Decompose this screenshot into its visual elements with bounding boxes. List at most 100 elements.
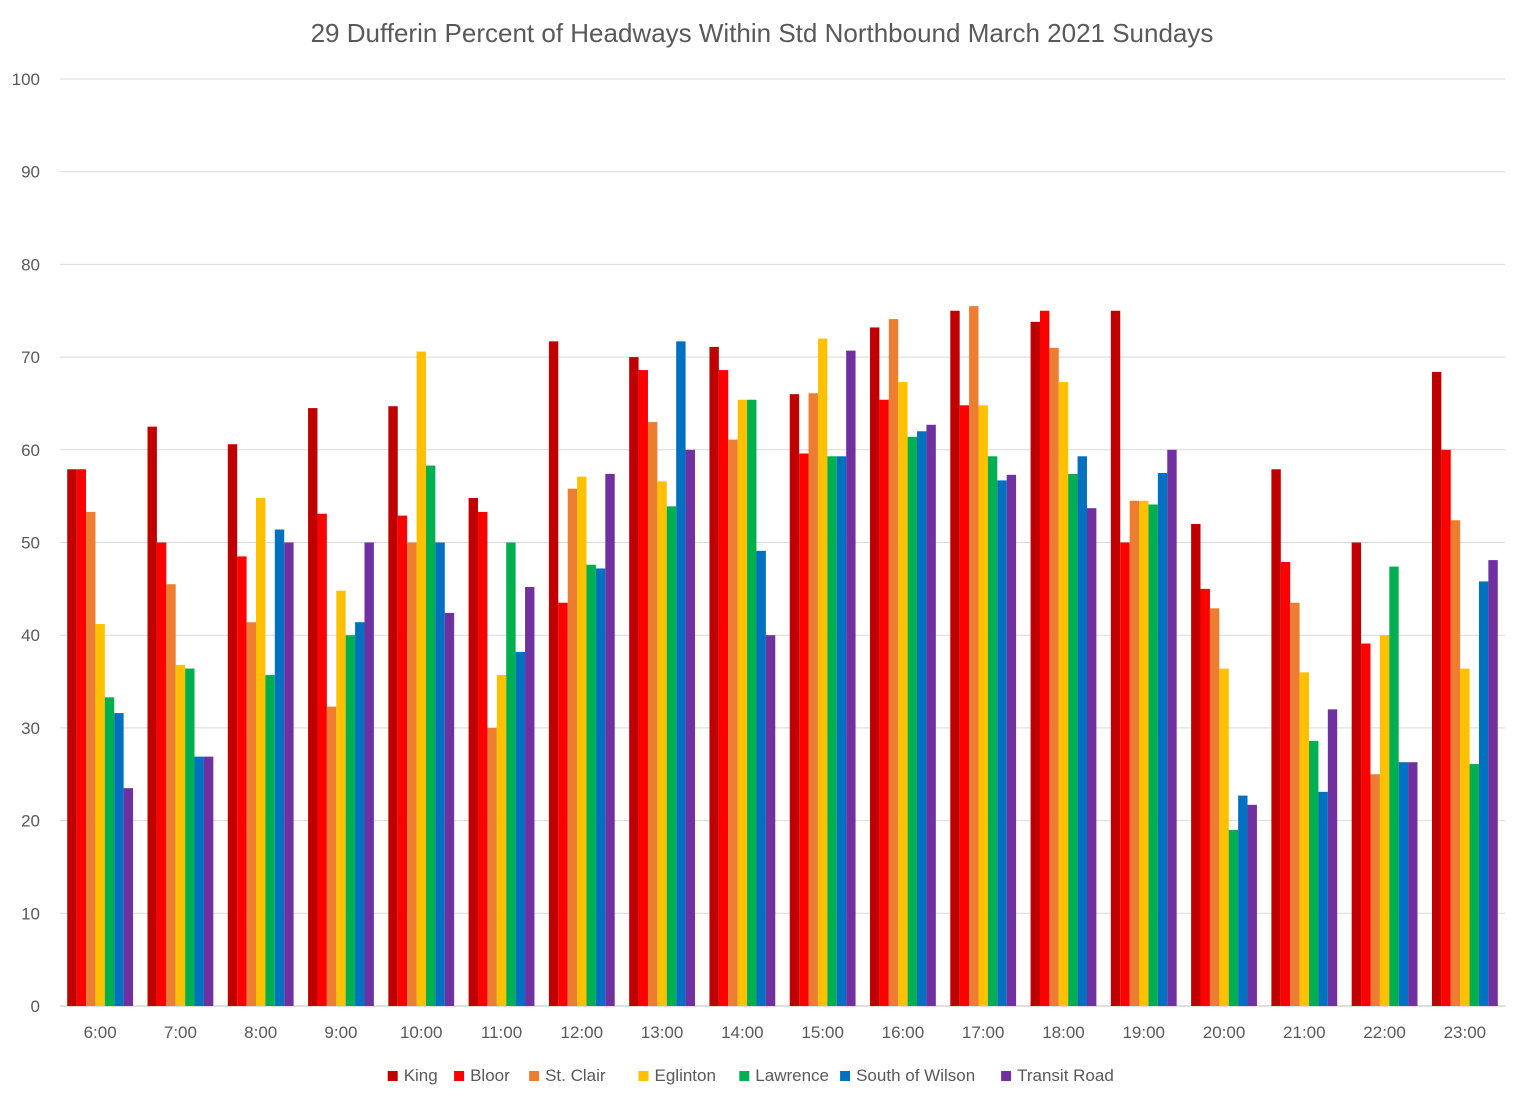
bar — [444, 612, 455, 1006]
legend-swatch — [1001, 1071, 1012, 1081]
x-tick-label: 23:00 — [1444, 1023, 1487, 1042]
bar — [1379, 635, 1390, 1006]
bar — [1157, 472, 1168, 1007]
bar — [1361, 643, 1371, 1006]
x-tick-label: 8:00 — [244, 1023, 277, 1042]
bar — [1450, 520, 1461, 1006]
bar — [595, 568, 606, 1006]
bar — [888, 319, 899, 1007]
bar — [586, 564, 596, 1006]
bar — [1469, 764, 1479, 1006]
bar — [104, 697, 115, 1006]
bar — [1077, 456, 1087, 1006]
bar — [1129, 500, 1140, 1006]
bar — [950, 310, 960, 1006]
x-tick-label: 19:00 — [1122, 1023, 1165, 1042]
bar — [1006, 474, 1017, 1007]
x-tick-label: 6:00 — [84, 1023, 117, 1042]
bar — [1228, 829, 1239, 1006]
bar — [345, 635, 356, 1006]
legend-label: Transit Road — [1017, 1066, 1114, 1085]
bar — [737, 399, 748, 1006]
legend-swatch — [454, 1071, 465, 1081]
bar — [147, 426, 157, 1007]
legend-label: Lawrence — [755, 1066, 829, 1085]
legend-label: South of Wilson — [856, 1066, 975, 1085]
bar — [175, 664, 186, 1006]
bar — [308, 408, 318, 1007]
bar — [846, 350, 856, 1006]
bar — [808, 393, 818, 1006]
bar — [1280, 561, 1291, 1006]
y-tick-label: 0 — [31, 997, 40, 1016]
bar — [1039, 310, 1050, 1006]
bar — [836, 456, 847, 1006]
x-tick-label: 10:00 — [400, 1023, 443, 1042]
bar — [364, 542, 374, 1006]
bar — [1209, 608, 1220, 1006]
legend-swatch — [529, 1071, 540, 1081]
bar — [789, 394, 800, 1006]
bar — [397, 515, 408, 1006]
grid-layer: 0 10 20 30 40 50 60 70 80 90 100 — [12, 70, 1505, 1016]
legend-swatch — [739, 1071, 750, 1081]
bar — [1271, 469, 1281, 1006]
bar — [123, 788, 134, 1006]
bar — [728, 439, 738, 1007]
bar — [326, 706, 337, 1006]
bar — [1068, 473, 1078, 1006]
bar — [926, 424, 936, 1006]
bar — [1200, 588, 1210, 1006]
legend-swatch — [387, 1071, 398, 1081]
bars-layer — [67, 306, 1498, 1007]
bar — [1148, 504, 1158, 1006]
bar — [718, 370, 729, 1007]
bar — [756, 550, 766, 1006]
bar — [548, 341, 559, 1007]
bar — [907, 436, 918, 1006]
x-tick-label: 20:00 — [1203, 1023, 1246, 1042]
bar — [577, 476, 587, 1006]
y-tick-label: 20 — [21, 812, 40, 831]
bar — [1120, 542, 1130, 1006]
bar — [1086, 508, 1097, 1006]
legend-label: Bloor — [470, 1066, 510, 1085]
bar — [1058, 382, 1069, 1006]
bar — [969, 306, 979, 1006]
bar — [317, 513, 327, 1006]
bar — [416, 351, 426, 1006]
bar — [265, 675, 275, 1006]
legend-label: King — [404, 1066, 438, 1085]
x-tick-label: 14:00 — [721, 1023, 764, 1042]
bar — [237, 556, 247, 1006]
bar — [1299, 672, 1309, 1006]
x-tick-label: 17:00 — [962, 1023, 1005, 1042]
x-tick-label: 15:00 — [801, 1023, 844, 1042]
bar — [1167, 449, 1177, 1006]
y-tick-label: 70 — [21, 348, 40, 367]
bar — [355, 622, 365, 1006]
bar — [194, 756, 204, 1006]
bar — [246, 622, 256, 1006]
x-tick-label: 7:00 — [164, 1023, 197, 1042]
bar — [274, 529, 285, 1006]
x-tick-label: 13:00 — [641, 1023, 684, 1042]
bar — [676, 341, 686, 1007]
bar — [1139, 500, 1149, 1006]
bar — [870, 327, 880, 1006]
x-tick-label: 18:00 — [1042, 1023, 1085, 1042]
bar — [1049, 347, 1059, 1007]
bar — [86, 511, 96, 1006]
bar — [1488, 560, 1498, 1006]
y-tick-label: 30 — [21, 719, 40, 738]
bar — [166, 584, 176, 1006]
bar — [1398, 762, 1409, 1006]
bar — [685, 449, 695, 1006]
bar — [1441, 449, 1451, 1006]
y-tick-label: 10 — [21, 904, 40, 923]
bar — [799, 453, 809, 1006]
bar — [898, 382, 908, 1006]
y-tick-label: 90 — [21, 163, 40, 182]
bar — [987, 456, 998, 1006]
